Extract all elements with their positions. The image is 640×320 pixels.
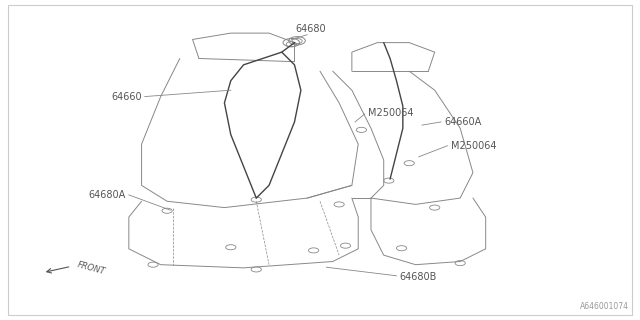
Text: 64680B: 64680B <box>399 272 437 282</box>
Text: 64660A: 64660A <box>444 117 481 127</box>
Text: 64660: 64660 <box>111 92 141 101</box>
Text: M250064: M250064 <box>451 141 496 151</box>
Text: M250064: M250064 <box>368 108 413 118</box>
Text: 64680A: 64680A <box>88 190 125 200</box>
Text: 64680: 64680 <box>295 24 326 34</box>
Text: A646001074: A646001074 <box>580 302 629 311</box>
Text: FRONT: FRONT <box>77 260 107 276</box>
